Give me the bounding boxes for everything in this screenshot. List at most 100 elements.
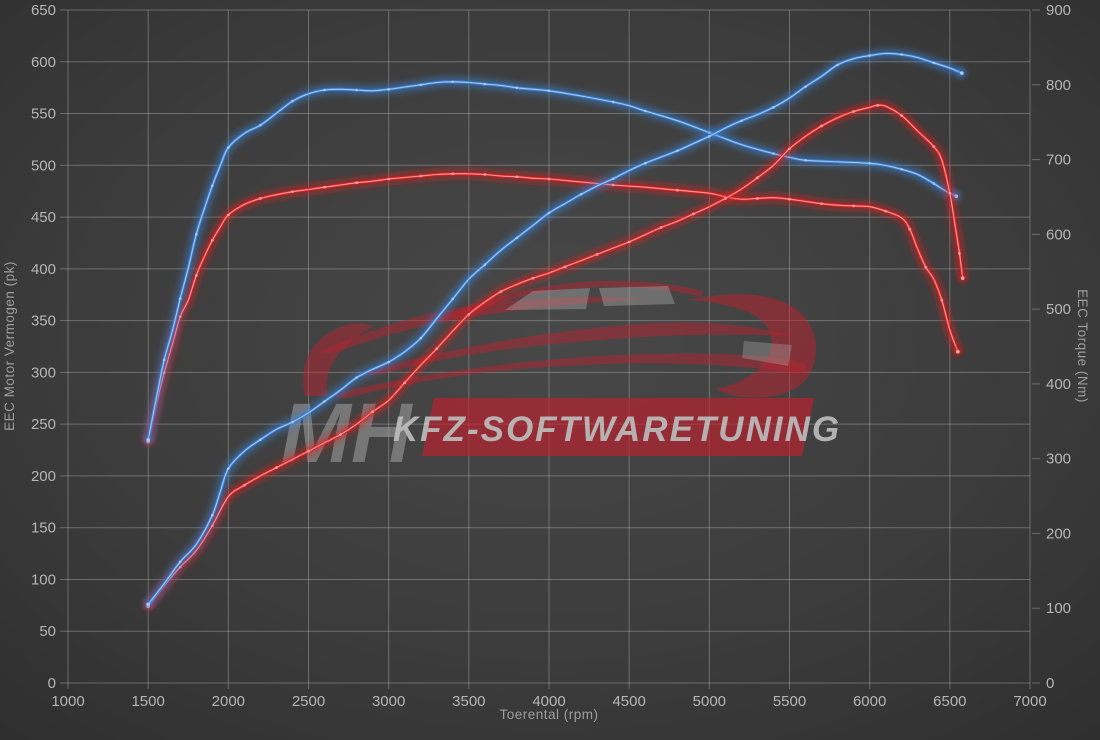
- curve-marker: [611, 100, 615, 104]
- y-left-axis-title: EEC Motor Vermogen (pk): [2, 261, 17, 431]
- curve-marker: [355, 376, 358, 379]
- curve-marker: [547, 211, 551, 215]
- y-left-tick-label: 600: [31, 54, 56, 71]
- curve-marker: [579, 192, 583, 196]
- curve-marker: [194, 233, 198, 236]
- curve-marker: [836, 63, 839, 67]
- curve-marker: [820, 124, 823, 128]
- y-right-tick-label: 200: [1046, 525, 1071, 542]
- grid-layer: 1000 1500 2000 2500 3000 3500 4000 4500 5000 5500…: [31, 2, 1071, 710]
- y-right-tick-label: 600: [1046, 226, 1071, 243]
- y-right-tick-label: 500: [1046, 301, 1071, 318]
- x-tick-label: 1000: [51, 693, 84, 710]
- curve-marker: [451, 80, 455, 84]
- curve-marker: [908, 227, 912, 231]
- curve-marker: [643, 161, 647, 165]
- curve-marker: [451, 172, 455, 176]
- curve-marker: [211, 239, 214, 242]
- curve-marker: [483, 82, 487, 86]
- curve-marker: [724, 197, 727, 200]
- curve-marker: [675, 149, 679, 153]
- curve-marker: [227, 146, 230, 149]
- curve-marker: [940, 298, 944, 302]
- curve-endpoint: [954, 194, 959, 198]
- y-left-tick-label: 400: [31, 261, 56, 278]
- curve-marker: [756, 176, 759, 180]
- curve-marker: [932, 145, 936, 148]
- y-left-tick-label: 500: [31, 157, 56, 174]
- curve-marker: [547, 89, 551, 93]
- y-left-tick-label: 150: [31, 520, 56, 537]
- curve-marker: [323, 88, 326, 92]
- curve-marker: [659, 226, 663, 229]
- curve-marker: [291, 99, 294, 103]
- curve-marker: [403, 381, 407, 385]
- curve-marker: [868, 161, 871, 165]
- x-tick-label: 4000: [532, 693, 565, 710]
- curve-marker: [852, 110, 855, 113]
- curve-power-original: [144, 100, 968, 611]
- curve-marker: [932, 182, 936, 185]
- curve-marker: [178, 297, 182, 300]
- curve-marker: [419, 336, 423, 340]
- curve-marker: [483, 263, 487, 267]
- curve-power-modified: [144, 48, 966, 609]
- axis-layer: Toerental (rpm) EEC Motor Vermogen (pk) …: [2, 261, 1090, 722]
- curve-marker: [178, 560, 182, 564]
- curve-marker: [227, 467, 230, 470]
- y-left-tick-label: 50: [39, 623, 56, 640]
- curve-marker: [387, 177, 390, 181]
- curve-marker: [387, 87, 390, 91]
- curve-marker: [243, 483, 246, 487]
- curve-marker: [756, 197, 759, 200]
- brand-watermark: MH KFZ-SOFTWARETUNING: [281, 280, 841, 480]
- watermark-banner: [422, 398, 814, 456]
- y-left-tick-label: 550: [31, 106, 56, 123]
- curve-marker: [611, 177, 615, 181]
- x-axis-title: Toerental (rpm): [499, 707, 598, 722]
- curve-marker: [515, 236, 519, 240]
- y-right-tick-label: 0: [1046, 675, 1054, 692]
- curve-marker: [958, 252, 961, 255]
- curve-marker: [547, 177, 551, 181]
- curve-marker: [611, 183, 615, 187]
- y-right-axis-title: EEC Torque (Nm): [1075, 289, 1090, 403]
- x-tick-label: 5500: [773, 693, 806, 710]
- curve-marker: [355, 88, 358, 92]
- curve-marker: [451, 297, 455, 301]
- curve-marker: [627, 240, 631, 244]
- x-tick-label: 1500: [131, 693, 164, 710]
- curve-marker: [259, 123, 262, 127]
- curve-endpoint: [960, 276, 965, 280]
- curve-marker: [643, 109, 647, 113]
- curve-endpoint: [146, 438, 150, 442]
- curve-marker: [692, 212, 695, 216]
- curve-marker: [820, 202, 823, 205]
- curve-marker: [788, 147, 791, 151]
- curve-marker: [900, 167, 904, 171]
- watermark-banner-text: KFZ-SOFTWARETUNING: [393, 410, 841, 449]
- curve-marker: [675, 188, 679, 192]
- curve-marker: [419, 83, 423, 87]
- y-left-tick-label: 650: [31, 2, 56, 19]
- curves-layer: [143, 48, 968, 611]
- y-right-tick-label: 900: [1046, 2, 1071, 19]
- curve-marker: [804, 159, 807, 162]
- y-left-tick-label: 0: [48, 675, 56, 692]
- curve-marker: [932, 61, 936, 65]
- curve-marker: [307, 449, 310, 453]
- curve-marker: [339, 433, 342, 436]
- curve-marker: [227, 213, 230, 217]
- curve-marker: [708, 135, 711, 138]
- curve-marker: [595, 253, 599, 256]
- curve-marker: [499, 290, 503, 293]
- x-tick-label: 3000: [372, 693, 405, 710]
- curve-marker: [804, 85, 807, 88]
- x-tick-label: 7000: [1013, 693, 1046, 710]
- x-tick-label: 2500: [292, 693, 325, 710]
- curve-endpoint: [960, 71, 964, 75]
- curve-marker: [884, 209, 887, 213]
- curve-marker: [740, 119, 743, 123]
- curve-marker: [355, 181, 358, 185]
